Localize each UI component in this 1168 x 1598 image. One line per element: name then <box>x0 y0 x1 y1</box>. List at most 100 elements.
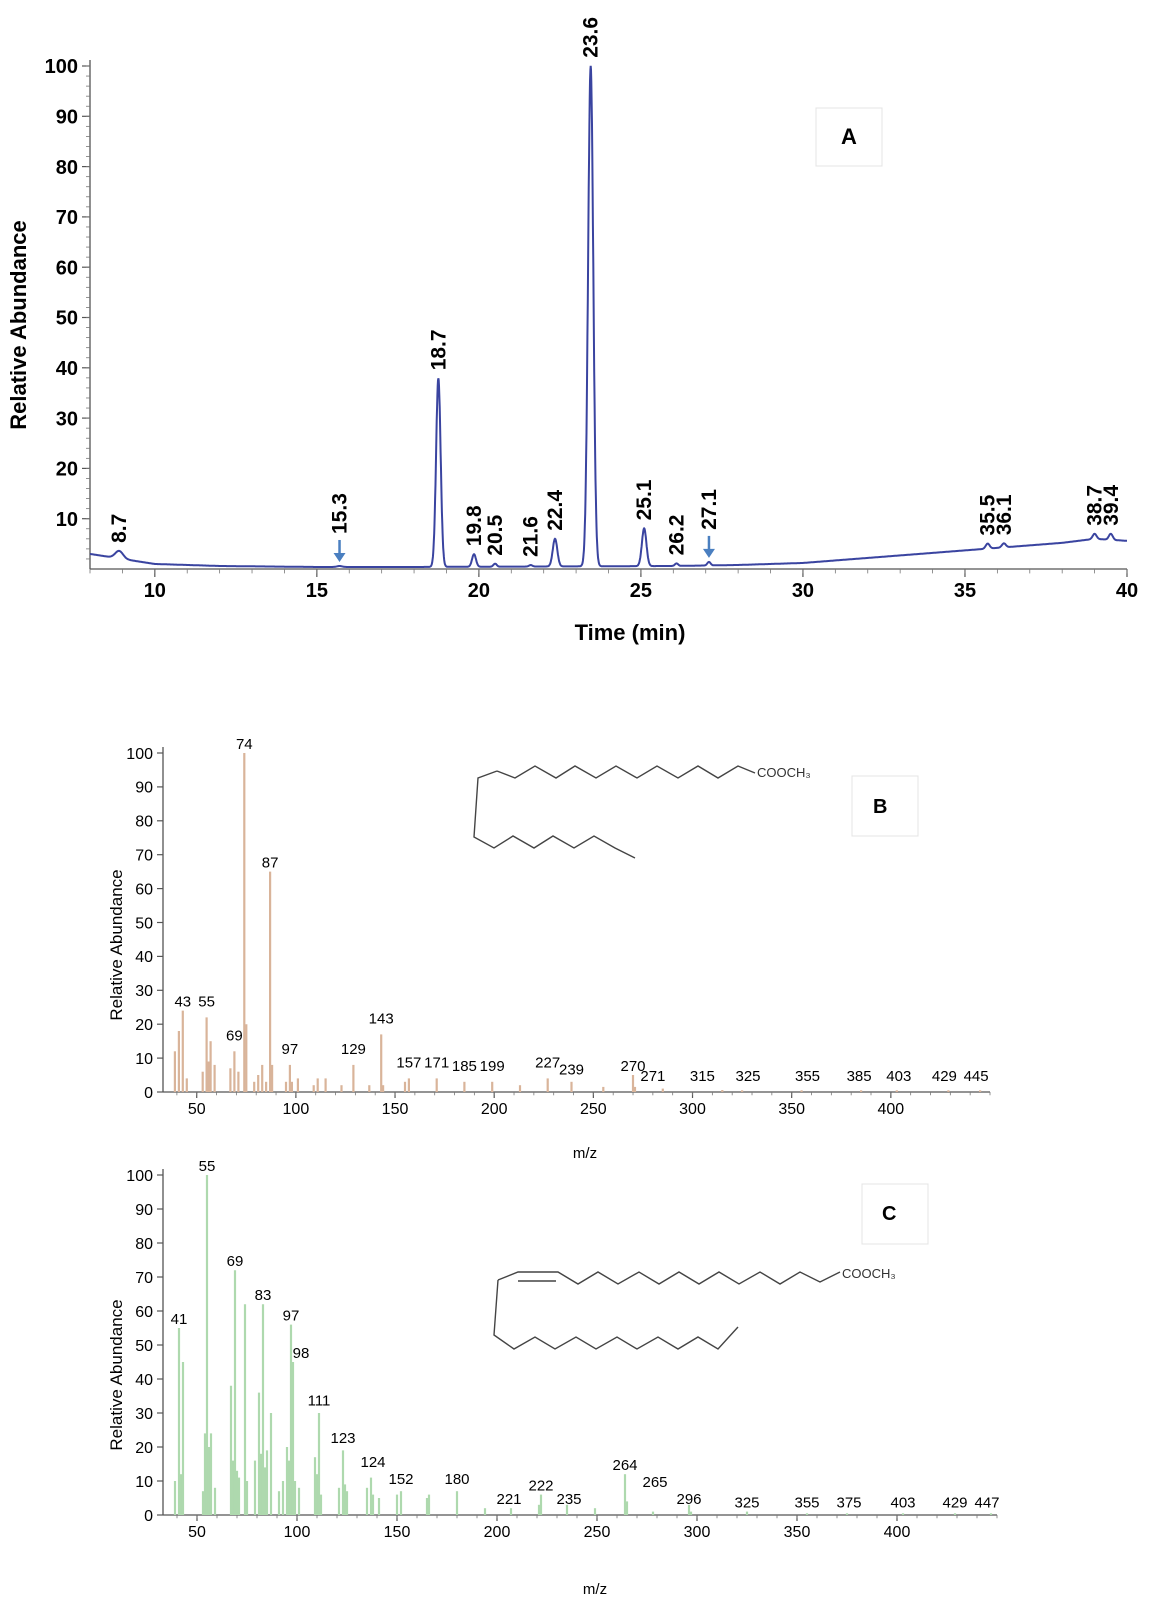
panel-a-x-axis-title: Time (min) <box>575 620 686 645</box>
peak-arrow-head <box>702 548 715 558</box>
panel-a-y-tick-label: 60 <box>56 257 78 279</box>
mz-label: 375 <box>836 1495 861 1512</box>
mz-label: 55 <box>198 994 215 1011</box>
structure-c-formula: COOCH₃ <box>842 1266 896 1281</box>
panel-c-x-tick-label: 200 <box>484 1524 511 1541</box>
mz-label: 111 <box>308 1393 331 1410</box>
panel-b-y-tick-label: 0 <box>144 1085 153 1102</box>
chromatogram-trace <box>89 65 1127 568</box>
panel-a-y-tick-label: 70 <box>56 207 78 229</box>
panel-b-x-tick-label: 300 <box>679 1101 706 1118</box>
mz-label: 227 <box>535 1055 560 1072</box>
panel-b-y-axis-title: Relative Abundance <box>107 869 126 1020</box>
mz-label: 403 <box>886 1068 911 1085</box>
mz-label: 43 <box>174 994 191 1011</box>
mz-label: 143 <box>369 1011 394 1028</box>
panel-c-y-tick-label: 50 <box>135 1338 153 1355</box>
panel-a-x-tick-label: 40 <box>1116 580 1138 602</box>
mz-label: 265 <box>642 1474 667 1491</box>
mz-label: 403 <box>890 1495 915 1512</box>
panel-b-x-tick-label: 350 <box>778 1101 805 1118</box>
panel-a-x-tick-label: 15 <box>306 580 328 602</box>
panel-b-y-tick-label: 10 <box>135 1051 153 1068</box>
panel-b-y-tick-label: 20 <box>135 1017 153 1034</box>
mz-label: 97 <box>283 1308 300 1325</box>
panel-c-y-tick-label: 0 <box>144 1508 153 1525</box>
panel-b-y-tick-label: 50 <box>135 915 153 932</box>
mz-label: 69 <box>226 1028 243 1045</box>
panel-a-y-tick-label: 100 <box>45 56 78 78</box>
panel-c-y-tick-label: 60 <box>135 1304 153 1321</box>
panel-b-y-tick-label: 60 <box>135 881 153 898</box>
mz-label: 239 <box>559 1061 584 1078</box>
panel-c-y-tick-label: 30 <box>135 1406 153 1423</box>
mz-label: 129 <box>341 1041 366 1058</box>
peak-label: 19.8 <box>463 505 486 546</box>
panel-c-y-tick-label: 40 <box>135 1372 153 1389</box>
panel-b-y-tick-label: 80 <box>135 814 153 831</box>
peak-label: 22.4 <box>544 490 567 531</box>
panel-a-x-tick-label: 10 <box>144 580 166 602</box>
panel-c-x-axis-title: m/z <box>583 1581 607 1598</box>
mz-label: 180 <box>444 1471 469 1488</box>
panel-a-y-axis-title: Relative Abundance <box>6 220 31 429</box>
panel-c-y-tick-label: 70 <box>135 1270 153 1287</box>
peak-label: 15.3 <box>329 493 352 534</box>
peak-label: 21.6 <box>520 516 543 557</box>
mz-label: 185 <box>452 1058 477 1075</box>
panel-a-y-tick-label: 10 <box>56 509 78 531</box>
mz-label: 429 <box>942 1495 967 1512</box>
mz-label: 271 <box>640 1068 665 1085</box>
peak-label: 27.1 <box>698 489 721 530</box>
mz-label: 171 <box>424 1055 449 1072</box>
mass-spectrum-panel-c: C m/z Relative Abundance COOCH₃ 0 10 20 30 4… <box>107 1158 1000 1598</box>
mz-label: 445 <box>964 1068 989 1085</box>
panel-c-y-tick-label: 20 <box>135 1440 153 1457</box>
structure-c-chain <box>497 1271 841 1285</box>
mz-label: 221 <box>496 1491 521 1508</box>
mz-label: 325 <box>734 1495 759 1512</box>
mz-label: 325 <box>735 1068 760 1085</box>
mz-label: 55 <box>199 1158 216 1175</box>
mz-label: 447 <box>974 1495 999 1512</box>
panel-b-x-tick-label: 200 <box>481 1101 508 1118</box>
mz-label: 98 <box>293 1345 310 1362</box>
panel-c-x-tick-label: 50 <box>188 1524 206 1541</box>
peak-label: 8.7 <box>108 514 131 543</box>
panel-a-label-box <box>815 107 883 167</box>
mz-label: 296 <box>676 1491 701 1508</box>
panel-b-y-tick-label: 100 <box>126 746 153 763</box>
panel-c-x-tick-label: 300 <box>684 1524 711 1541</box>
mz-label: 199 <box>480 1058 505 1075</box>
panel-b-letter: B <box>873 796 887 818</box>
panel-c-x-tick-label: 150 <box>384 1524 411 1541</box>
mz-label: 264 <box>612 1457 637 1474</box>
panel-a-letter: A <box>841 124 857 149</box>
peak-label: 23.6 <box>580 17 603 58</box>
panel-a-y-tick-label: 80 <box>56 157 78 179</box>
mz-label: 235 <box>556 1491 581 1508</box>
panel-c-x-tick-label: 250 <box>584 1524 611 1541</box>
panel-c-y-tick-label: 10 <box>135 1474 153 1491</box>
panel-c-y-tick-label: 80 <box>135 1236 153 1253</box>
panel-b-y-tick-label: 40 <box>135 949 153 966</box>
panel-a-x-tick-label: 30 <box>792 580 814 602</box>
panel-b-x-tick-label: 50 <box>188 1101 206 1118</box>
panel-b-x-axis-title: m/z <box>573 1145 597 1162</box>
mz-label: 270 <box>620 1058 645 1075</box>
panel-b-y-tick-label: 30 <box>135 983 153 1000</box>
panel-c-y-tick-label: 90 <box>135 1202 153 1219</box>
panel-a-y-tick-label: 90 <box>56 107 78 129</box>
structure-c <box>493 1271 841 1350</box>
panel-a-y-tick-label: 30 <box>56 408 78 430</box>
panel-c-x-tick-label: 100 <box>284 1524 311 1541</box>
mz-label: 74 <box>236 736 253 753</box>
panel-c-x-tick-label: 400 <box>884 1524 911 1541</box>
mz-label: 83 <box>255 1287 272 1304</box>
structure-c-chain-lower <box>493 1279 739 1350</box>
panel-c-y-tick-label: 100 <box>126 1168 153 1185</box>
mz-label: 123 <box>330 1430 355 1447</box>
panel-a-y-tick-label: 50 <box>56 308 78 330</box>
mz-label: 385 <box>847 1068 872 1085</box>
panel-c-y-axis-title: Relative Abundance <box>107 1299 126 1450</box>
